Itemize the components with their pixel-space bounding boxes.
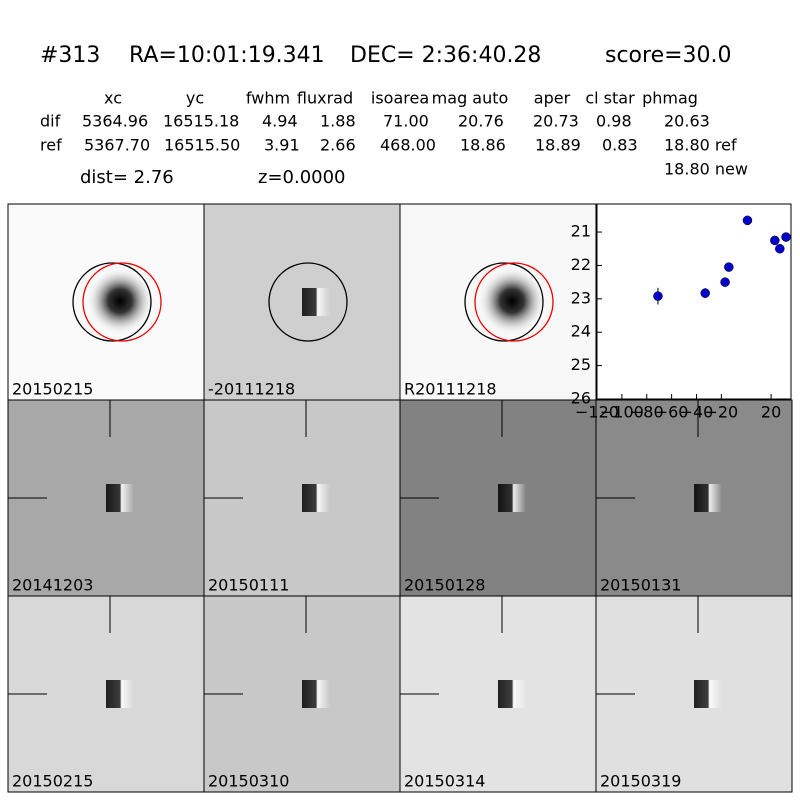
panel-label: -20111218 xyxy=(208,380,295,399)
y-tick-label: 24 xyxy=(571,322,591,341)
point xyxy=(742,215,753,226)
column-header: phmag xyxy=(642,89,698,108)
y-tick-label: 21 xyxy=(571,222,591,241)
cell: 71.00 xyxy=(383,112,429,131)
cell: 18.80 ref xyxy=(664,136,737,155)
chart: 21 22 23 24 25 26−120−100−80−60−40−20 20 xyxy=(571,203,792,422)
y-tick-label: 23 xyxy=(571,288,591,307)
cell: 16515.18 xyxy=(163,112,239,131)
column-header: xc xyxy=(104,89,122,108)
aperture xyxy=(268,262,348,342)
cell: ref xyxy=(40,136,62,155)
panel-label: 20150111 xyxy=(208,576,289,595)
column-header: isoarea xyxy=(371,89,429,108)
column-header: fwhm xyxy=(246,89,290,108)
x-tick-label: −120 xyxy=(575,403,619,422)
source xyxy=(498,680,526,708)
aperture-ref xyxy=(82,262,162,342)
extra: 18.80 new xyxy=(664,160,748,179)
cell: 20.63 xyxy=(664,112,710,131)
cell: dif xyxy=(40,112,61,131)
source xyxy=(302,288,330,316)
cell: 20.76 xyxy=(458,112,504,131)
panel-label: 20150131 xyxy=(600,576,681,595)
point xyxy=(770,235,780,246)
object-id: #313 xyxy=(40,43,100,68)
column-header: aper xyxy=(534,89,571,108)
table: xc yc fwhm fluxrad isoarea mag auto aper cl sta… xyxy=(40,89,737,155)
cell: 18.86 xyxy=(460,136,506,155)
dist: dist= 2.76 xyxy=(80,167,174,188)
point xyxy=(720,277,730,287)
x-tick-label: −40 xyxy=(680,403,714,422)
cell: 0.98 xyxy=(596,112,632,131)
x-tick-label: −20 xyxy=(704,403,738,422)
cell: 0.83 xyxy=(602,136,638,155)
source xyxy=(302,680,330,708)
aperture xyxy=(72,262,152,342)
panel-label: R20111218 xyxy=(404,380,497,399)
point xyxy=(781,232,791,242)
source xyxy=(302,484,330,512)
cell: 16515.50 xyxy=(164,136,240,155)
cell: 468.00 xyxy=(380,136,436,155)
x-tick-label: −60 xyxy=(655,403,689,422)
dec: DEC= 2:36:40.28 xyxy=(350,43,541,68)
plot-area xyxy=(596,203,792,400)
panels: 20150215 -20111218 R20111218 20141203 201501… xyxy=(7,203,793,793)
z: z=0.0000 xyxy=(258,167,346,188)
cell: 5364.96 xyxy=(82,112,148,131)
point xyxy=(724,262,734,272)
x-tick-label: 20 xyxy=(761,403,781,422)
point xyxy=(653,291,663,301)
aperture xyxy=(464,262,544,342)
cell: 1.88 xyxy=(320,112,356,131)
point xyxy=(700,288,710,298)
panel-label: 20150310 xyxy=(208,772,289,791)
ra: RA=10:01:19.341 xyxy=(129,43,325,68)
panel-label: 20150128 xyxy=(404,576,485,595)
score: score=30.0 xyxy=(605,43,732,68)
source xyxy=(694,680,722,708)
aperture-ref xyxy=(474,262,554,342)
cell: 5367.70 xyxy=(84,136,150,155)
cell: 18.89 xyxy=(535,136,581,155)
panel-label: 20141203 xyxy=(12,576,93,595)
cell: 3.91 xyxy=(264,136,300,155)
source xyxy=(86,267,154,335)
source xyxy=(498,484,526,512)
source xyxy=(694,484,722,512)
panel-label: 20150215 xyxy=(12,772,93,791)
panel xyxy=(399,203,597,401)
column-header: mag auto xyxy=(432,89,509,108)
column-header: yc xyxy=(186,89,204,108)
panel-label: 20150215 xyxy=(12,380,93,399)
y-tick-label: 26 xyxy=(571,389,591,408)
cell: 4.94 xyxy=(262,112,298,131)
y-tick-label: 22 xyxy=(571,255,591,274)
panel-label: 20150314 xyxy=(404,772,485,791)
x-tick-label: −80 xyxy=(630,403,664,422)
source xyxy=(106,484,134,512)
source xyxy=(478,267,546,335)
x-tick-label: −100 xyxy=(600,403,644,422)
column-header: fluxrad xyxy=(297,89,353,108)
y-tick-label: 25 xyxy=(571,355,591,374)
panel-label: 20150319 xyxy=(600,772,681,791)
source xyxy=(106,680,134,708)
point xyxy=(775,243,785,254)
cell: 2.66 xyxy=(320,136,356,155)
column-header: cl star xyxy=(585,89,635,108)
cell: 20.73 xyxy=(533,112,579,131)
